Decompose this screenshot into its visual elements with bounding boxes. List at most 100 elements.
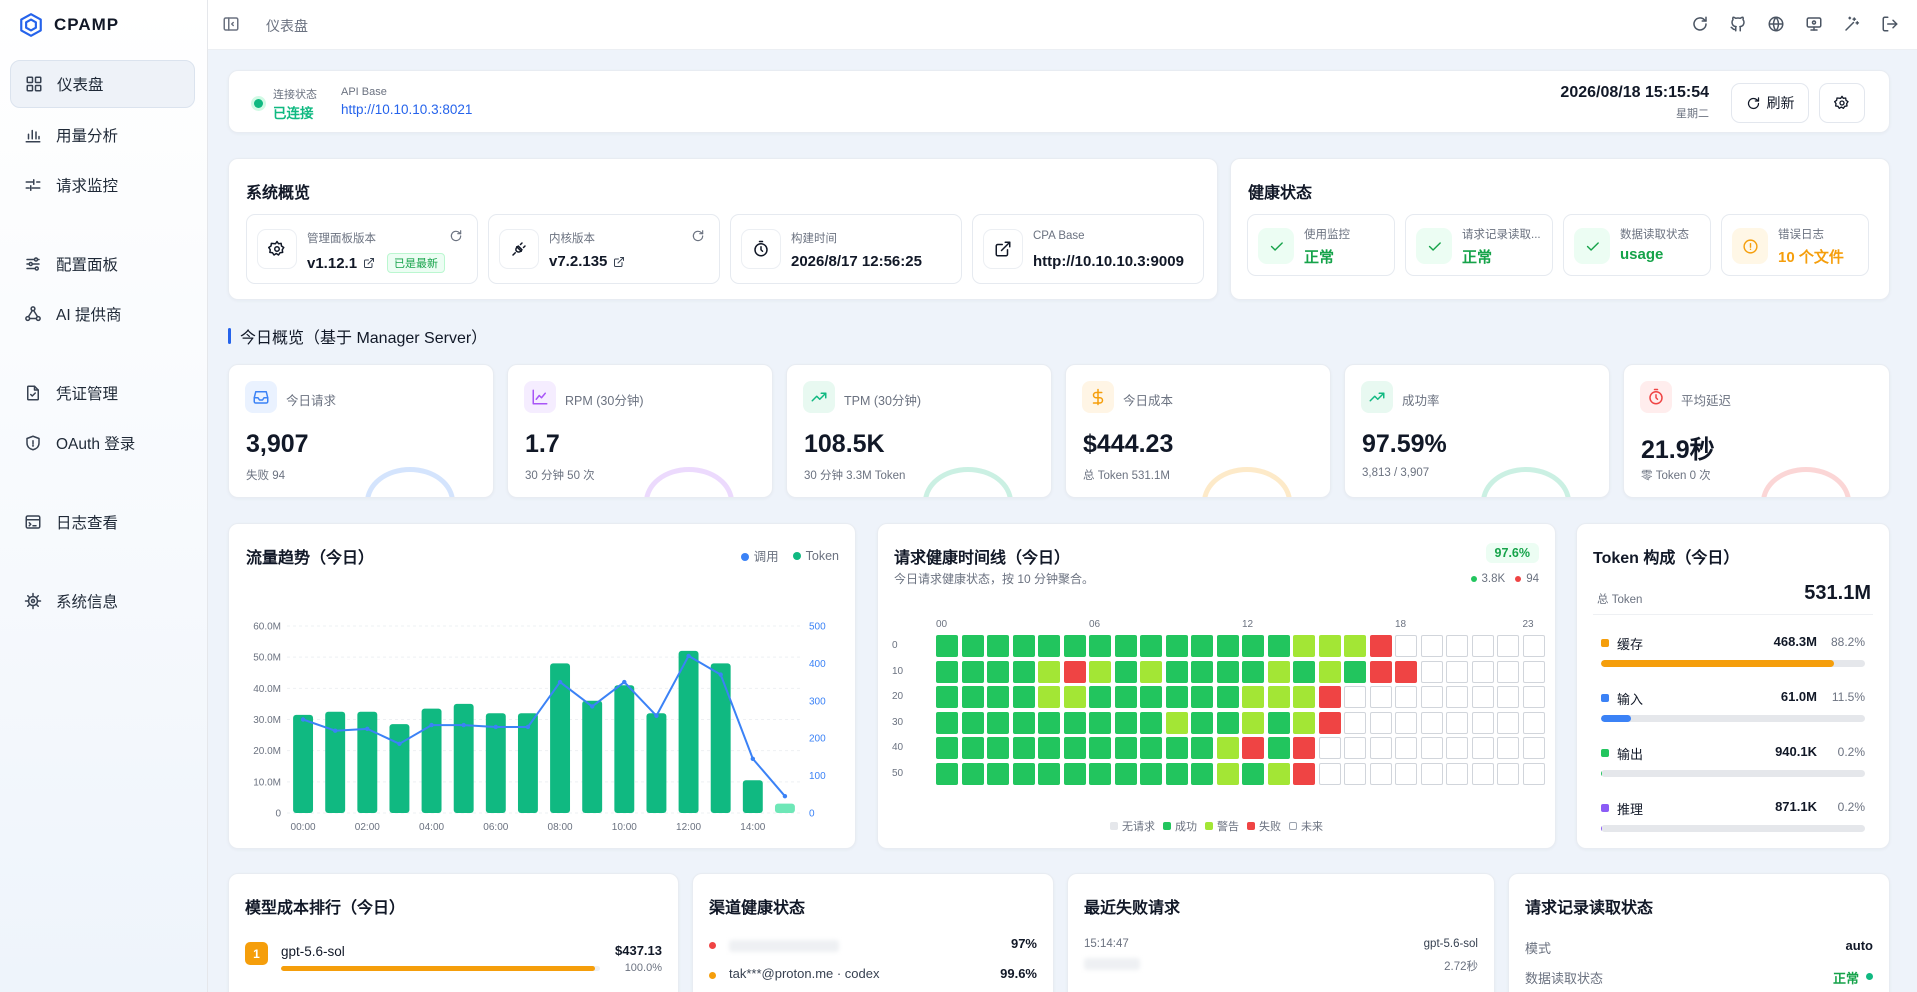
timeline-cell[interactable]: [961, 762, 984, 785]
timeline-cell[interactable]: [1497, 762, 1519, 785]
timeline-cell[interactable]: [1420, 737, 1443, 759]
timeline-cell[interactable]: [1038, 686, 1060, 708]
timeline-cell[interactable]: [1395, 686, 1417, 708]
timeline-cell[interactable]: [1242, 737, 1264, 759]
timeline-cell[interactable]: [1293, 635, 1315, 657]
timeline-cell[interactable]: [1191, 737, 1213, 759]
timeline-cell[interactable]: [1395, 660, 1417, 683]
timeline-cell[interactable]: [1140, 635, 1162, 657]
timeline-cell[interactable]: [1216, 737, 1239, 759]
timeline-cell[interactable]: [961, 737, 984, 759]
sidebar-item-system-info[interactable]: 系统信息: [10, 577, 195, 625]
timeline-cell[interactable]: [1471, 686, 1494, 708]
timeline-cell[interactable]: [1318, 635, 1341, 657]
sidebar-item-monitor[interactable]: 请求监控: [10, 161, 195, 209]
timeline-cell[interactable]: [1165, 737, 1188, 759]
timeline-cell[interactable]: [1089, 762, 1111, 785]
timeline-cell[interactable]: [1012, 660, 1035, 683]
timeline-cell[interactable]: [936, 737, 958, 759]
timeline-cell[interactable]: [1038, 660, 1060, 683]
timeline-cell[interactable]: [1038, 635, 1060, 657]
timeline-cell[interactable]: [1114, 660, 1137, 683]
timeline-cell[interactable]: [1369, 660, 1392, 683]
globe-icon[interactable]: [1767, 15, 1785, 33]
sidebar-toggle-icon[interactable]: [222, 15, 240, 33]
timeline-cell[interactable]: [1267, 737, 1290, 759]
timeline-cell[interactable]: [1420, 660, 1443, 683]
timeline-cell[interactable]: [1369, 762, 1392, 785]
timeline-cell[interactable]: [1089, 711, 1111, 734]
timeline-cell[interactable]: [1497, 737, 1519, 759]
timeline-cell[interactable]: [1242, 762, 1264, 785]
timeline-cell[interactable]: [1318, 660, 1341, 683]
timeline-cell[interactable]: [1038, 762, 1060, 785]
timeline-cell[interactable]: [1267, 686, 1290, 708]
sidebar-item-config[interactable]: 配置面板: [10, 240, 195, 288]
timeline-cell[interactable]: [961, 686, 984, 708]
timeline-cell[interactable]: [1522, 737, 1545, 759]
magic-icon[interactable]: [1843, 15, 1861, 33]
timeline-cell[interactable]: [1114, 711, 1137, 734]
timeline-cell[interactable]: [1242, 686, 1264, 708]
timeline-cell[interactable]: [1318, 737, 1341, 759]
timeline-cell[interactable]: [961, 635, 984, 657]
timeline-cell[interactable]: [1114, 762, 1137, 785]
timeline-cell[interactable]: [1446, 737, 1468, 759]
external-link-icon[interactable]: [613, 256, 625, 268]
refresh-button[interactable]: 刷新: [1731, 83, 1809, 123]
timeline-cell[interactable]: [1063, 660, 1086, 683]
timeline-cell[interactable]: [1344, 686, 1366, 708]
timeline-cell[interactable]: [1395, 737, 1417, 759]
timeline-cell[interactable]: [1089, 686, 1111, 708]
timeline-cell[interactable]: [1216, 635, 1239, 657]
timeline-cell[interactable]: [1395, 762, 1417, 785]
timeline-cell[interactable]: [1446, 686, 1468, 708]
timeline-cell[interactable]: [1114, 686, 1137, 708]
timeline-cell[interactable]: [987, 660, 1009, 683]
timeline-cell[interactable]: [1242, 660, 1264, 683]
timeline-cell[interactable]: [1191, 635, 1213, 657]
timeline-cell[interactable]: [1420, 711, 1443, 734]
timeline-cell[interactable]: [1140, 686, 1162, 708]
sidebar-item-credentials[interactable]: 凭证管理: [10, 369, 195, 417]
health-item-error-log[interactable]: 错误日志 10 个文件: [1721, 214, 1869, 276]
timeline-cell[interactable]: [1267, 711, 1290, 734]
timeline-cell[interactable]: [961, 711, 984, 734]
timeline-cell[interactable]: [1471, 737, 1494, 759]
timeline-cell[interactable]: [1140, 737, 1162, 759]
logout-icon[interactable]: [1881, 15, 1899, 33]
timeline-cell[interactable]: [1446, 762, 1468, 785]
timeline-cell[interactable]: [1216, 711, 1239, 734]
timeline-cell[interactable]: [1344, 737, 1366, 759]
refresh-icon[interactable]: [691, 229, 705, 243]
channel-row[interactable]: tak***@proton.me · codex 99.6%: [709, 966, 1037, 990]
timeline-cell[interactable]: [1344, 762, 1366, 785]
timeline-cell[interactable]: [1471, 762, 1494, 785]
timeline-cell[interactable]: [1267, 762, 1290, 785]
timeline-cell[interactable]: [1446, 635, 1468, 657]
model-cost-row[interactable]: 1 gpt-5.6-sol $437.13 100.0%: [245, 942, 662, 982]
timeline-cell[interactable]: [936, 686, 958, 708]
timeline-cell[interactable]: [987, 711, 1009, 734]
timeline-cell[interactable]: [987, 762, 1009, 785]
timeline-cell[interactable]: [1089, 737, 1111, 759]
timeline-cell[interactable]: [1522, 711, 1545, 734]
timeline-cell[interactable]: [1191, 686, 1213, 708]
timeline-cell[interactable]: [1522, 660, 1545, 683]
timeline-cell[interactable]: [1293, 737, 1315, 759]
timeline-cell[interactable]: [1089, 660, 1111, 683]
timeline-cell[interactable]: [1318, 762, 1341, 785]
app-logo[interactable]: CPAMP: [18, 12, 119, 38]
timeline-cell[interactable]: [1267, 635, 1290, 657]
timeline-cell[interactable]: [1395, 635, 1417, 657]
timeline-cell[interactable]: [1063, 737, 1086, 759]
timeline-cell[interactable]: [1216, 762, 1239, 785]
timeline-cell[interactable]: [1293, 686, 1315, 708]
timeline-cell[interactable]: [1012, 737, 1035, 759]
timeline-cell[interactable]: [1471, 711, 1494, 734]
timeline-cell[interactable]: [1038, 711, 1060, 734]
timeline-cell[interactable]: [1242, 635, 1264, 657]
timeline-cell[interactable]: [1471, 660, 1494, 683]
timeline-cell[interactable]: [1165, 660, 1188, 683]
sidebar-item-ai-provider[interactable]: AI 提供商: [10, 290, 195, 338]
